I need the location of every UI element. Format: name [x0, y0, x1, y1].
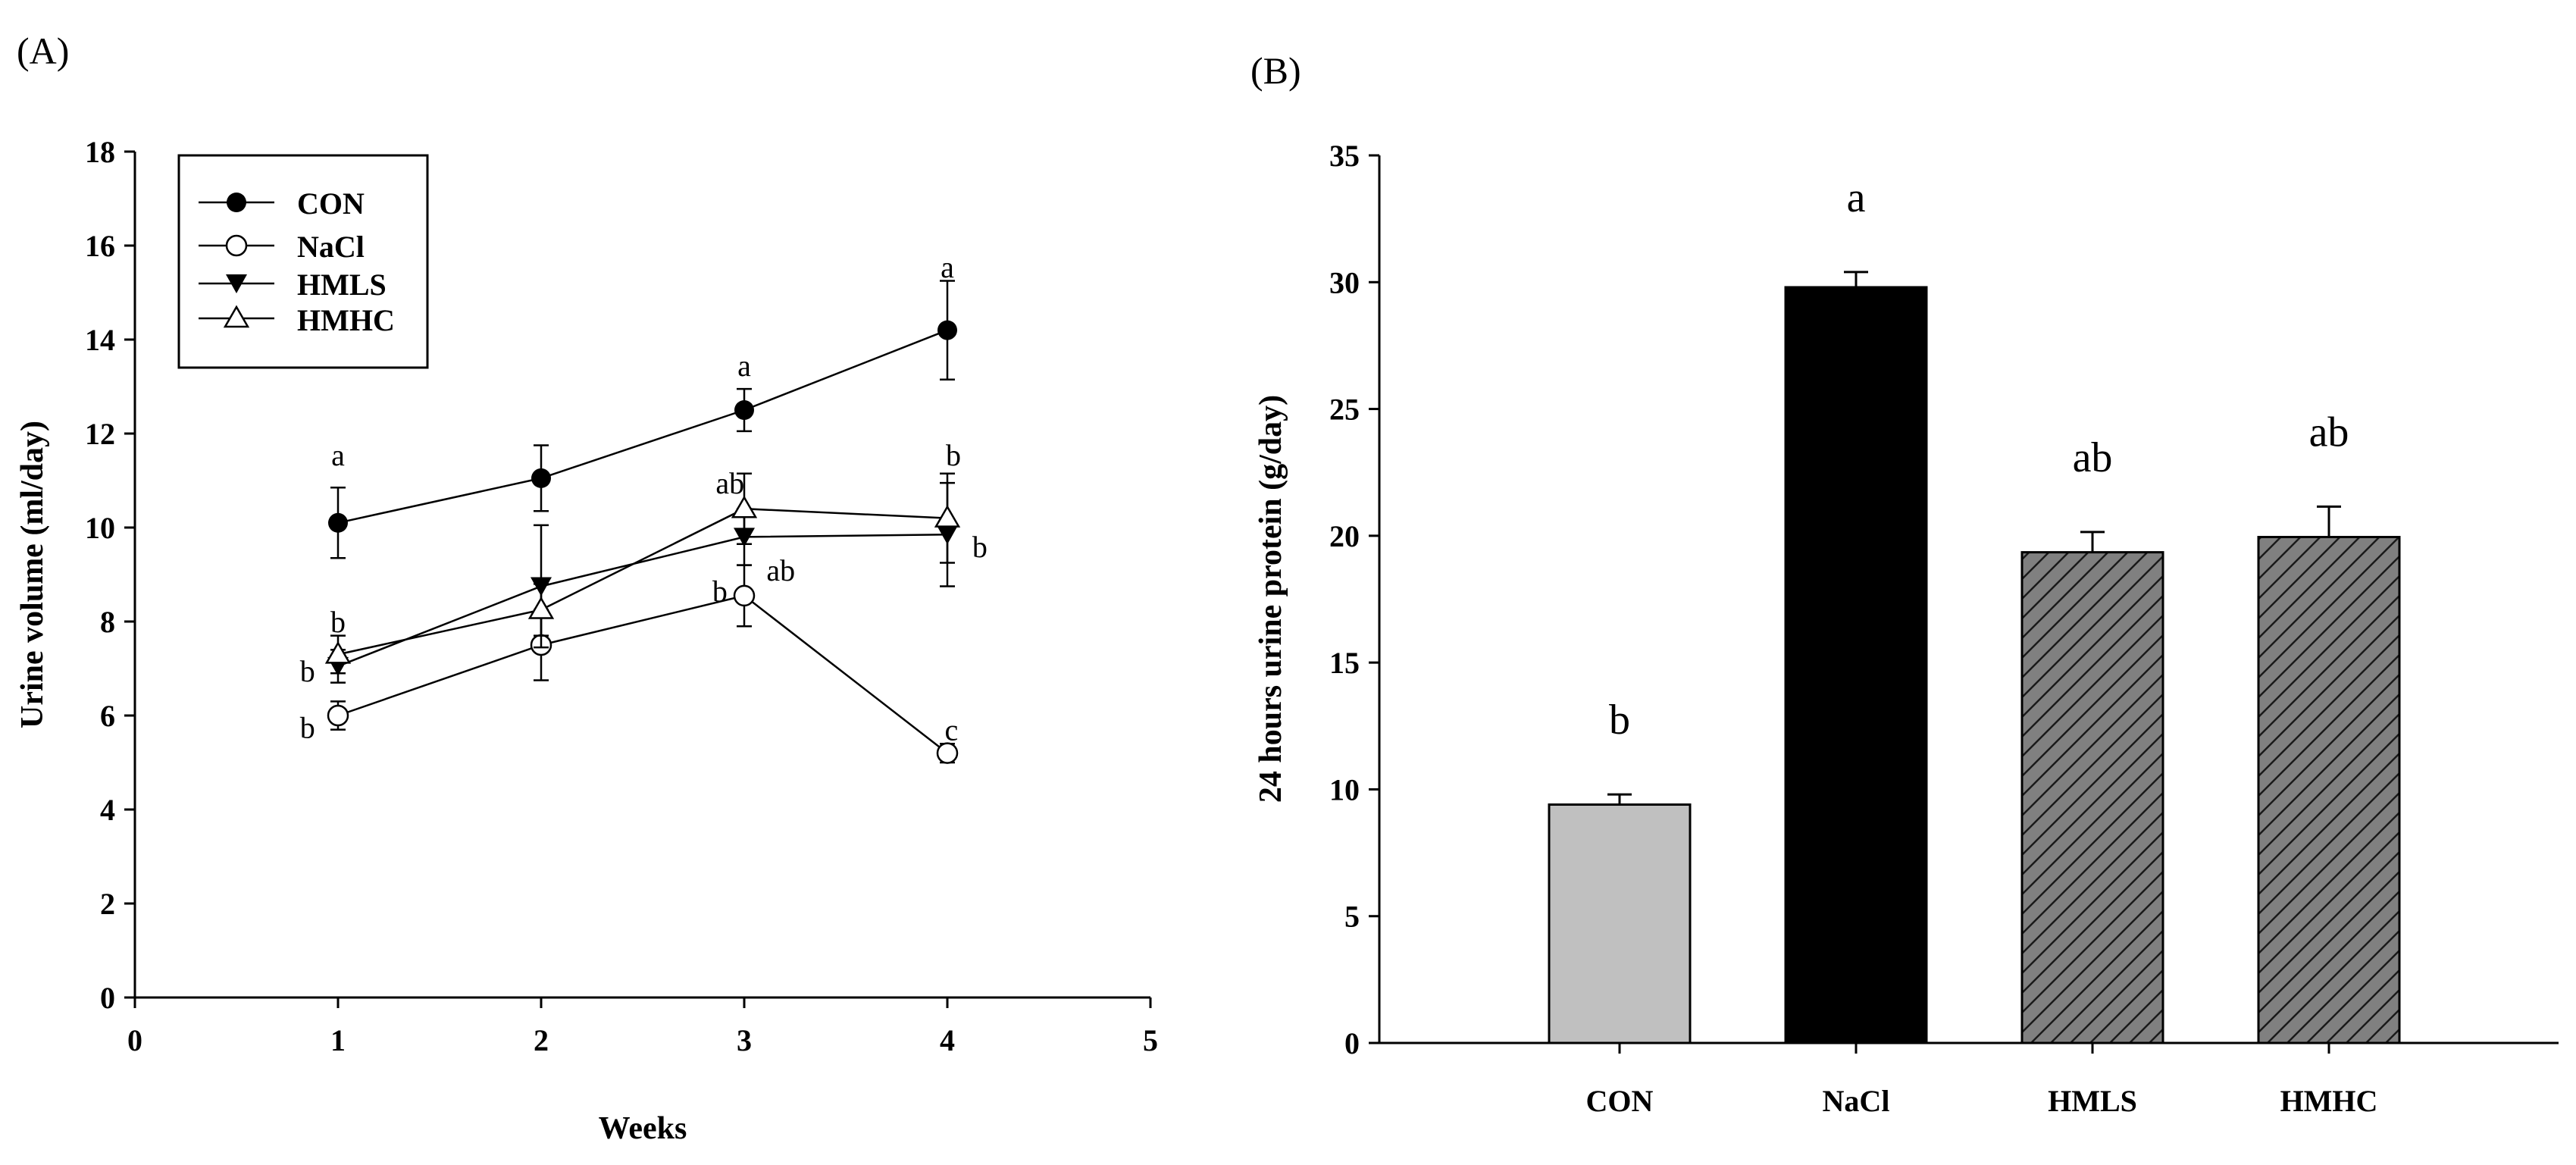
legend-label-nacl: NaCl [297, 230, 365, 264]
series-line-hmls [337, 534, 948, 668]
panel-b: (B) 24 hours urine protein (g/day) 0 5 10 1… [1250, 49, 2559, 1118]
significance-label: a [941, 250, 954, 284]
bar-group-con: b CON [1548, 697, 1692, 1118]
significance-label: ab [2073, 434, 2113, 481]
series-line-nacl [337, 594, 948, 754]
x-tick-label: HMLS [2048, 1084, 2137, 1118]
x-tick-label: 5 [1143, 1023, 1158, 1057]
legend-item-hmls: HMLS [199, 268, 387, 302]
y-tick-label: 10 [85, 511, 115, 545]
significance-label: a [737, 349, 751, 383]
x-tick-label: 3 [737, 1023, 752, 1057]
legend-item-nacl: NaCl [199, 230, 365, 264]
legend-label-hmhc: HMHC [297, 303, 395, 337]
data-point-con [328, 512, 348, 533]
filled-triangle-down-icon [226, 274, 247, 293]
y-tick-label: 8 [100, 605, 115, 639]
significance-label: b [300, 711, 315, 745]
significance-label: ab [766, 553, 795, 587]
data-point-con [937, 320, 957, 340]
x-tick-label: 1 [330, 1023, 346, 1057]
x-tick-label: 4 [940, 1023, 955, 1057]
panel-b-y-axis-title: 24 hours urine protein (g/day) [1254, 395, 1288, 803]
legend-label-con: CON [297, 186, 365, 221]
x-tick-label: 0 [127, 1023, 142, 1057]
significance-label: b [946, 438, 961, 472]
x-tick-label: 2 [534, 1023, 549, 1057]
data-point-hmhc [527, 596, 555, 619]
data-point-nacl [327, 704, 349, 727]
y-tick-label: 6 [100, 699, 115, 733]
data-point-hmhc [934, 505, 961, 528]
significance-label: b [1609, 697, 1630, 744]
significance-label: ab [2309, 409, 2349, 456]
y-tick-label: 2 [100, 887, 115, 921]
y-tick-label: 25 [1329, 393, 1360, 427]
y-tick-label: 5 [1344, 900, 1360, 934]
significance-label: b [712, 575, 728, 609]
open-circle-icon [225, 234, 248, 257]
y-tick-label: 20 [1329, 519, 1360, 553]
y-tick-label: 18 [85, 135, 115, 169]
y-tick-label: 10 [1329, 772, 1360, 806]
y-tick-label: 14 [85, 323, 115, 357]
series-line-con [337, 329, 948, 525]
y-tick-label: 35 [1329, 139, 1360, 173]
series-line-hmhc [337, 507, 948, 656]
bar-group-hmls: ab HMLS [2020, 434, 2164, 1118]
series-hmls [327, 481, 958, 684]
y-tick-label: 0 [100, 981, 115, 1015]
legend-label-hmls: HMLS [297, 268, 387, 302]
bar-con [1548, 803, 1692, 1044]
legend-item-hmhc: HMHC [199, 303, 395, 337]
panel-b-label: (B) [1250, 49, 1301, 92]
series-hmhc [324, 472, 961, 675]
significance-label: c [944, 713, 958, 747]
significance-label: a [331, 438, 345, 472]
data-point-hmhc [731, 495, 758, 518]
bar-hmls [2020, 551, 2164, 1044]
panel-a-y-axis-title: Urine volume (ml/day) [15, 421, 50, 728]
series-nacl [327, 564, 959, 764]
legend-box [177, 154, 429, 369]
y-tick-label: 16 [85, 229, 115, 263]
x-tick-label: NaCl [1823, 1084, 1890, 1118]
significance-label: ab [715, 466, 744, 500]
panel-a-label: (A) [17, 30, 69, 72]
data-point-hmhc [324, 640, 352, 664]
significance-label: b [300, 654, 315, 688]
panel-a: (A) Weeks Urine volume (ml/day) 02468101… [15, 30, 1158, 1146]
legend: CON NaCl HMLS HMHC [177, 154, 429, 369]
bar-hmhc [2257, 536, 2401, 1044]
panel-a-x-axis-title: Weeks [599, 1111, 687, 1146]
filled-circle-icon [227, 193, 246, 212]
legend-item-con: CON [199, 186, 365, 221]
open-triangle-up-icon [223, 305, 250, 328]
data-point-nacl [936, 742, 959, 764]
significance-label: b [330, 605, 346, 639]
significance-label: b [972, 530, 988, 564]
y-tick-label: 0 [1344, 1026, 1360, 1060]
x-tick-label: HMHC [2280, 1084, 2378, 1118]
data-point-con [531, 468, 551, 488]
bar-group-hmhc: ab HMHC [2257, 409, 2401, 1118]
data-point-nacl [733, 584, 756, 607]
y-tick-label: 30 [1329, 265, 1360, 299]
series-con [328, 280, 957, 559]
data-point-con [734, 400, 754, 420]
x-tick-label: CON [1586, 1084, 1654, 1118]
y-tick-label: 15 [1329, 646, 1360, 680]
bar-group-nacl: a NaCl [1784, 174, 1928, 1118]
bar-nacl [1784, 286, 1928, 1044]
significance-label: a [1847, 174, 1866, 221]
y-tick-label: 4 [100, 793, 115, 827]
y-tick-label: 12 [85, 417, 115, 451]
